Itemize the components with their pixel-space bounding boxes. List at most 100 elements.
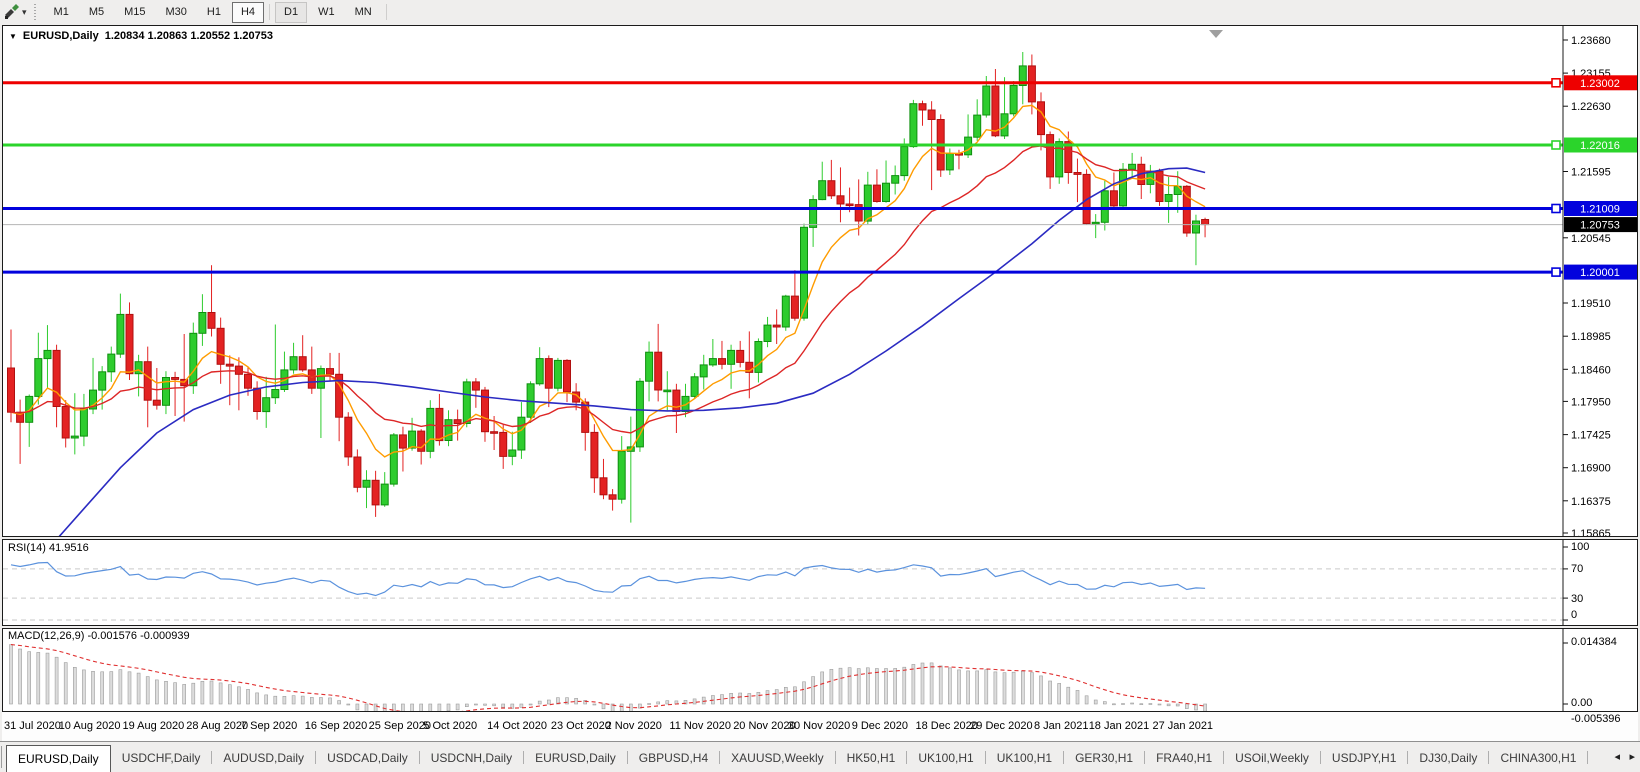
chart-tab-xauusd-weekly[interactable]: XAUUSD,Weekly <box>731 750 824 765</box>
tab-separator <box>834 751 836 764</box>
timeframe-button-m5[interactable]: M5 <box>88 6 105 18</box>
chart-tab-usdchf-daily[interactable]: USDCHF,Daily <box>121 750 201 765</box>
svg-text:25 Sep 2020: 25 Sep 2020 <box>369 720 431 732</box>
tab-separator <box>523 751 525 764</box>
candlestick-chart[interactable]: 1.236801.231551.226301.215951.205451.195… <box>3 26 1637 536</box>
chart-tab-usdjpy-h1[interactable]: USDJPY,H1 <box>1331 750 1397 765</box>
rsi-panel[interactable] <box>2 539 1638 626</box>
main-chart-panel[interactable]: 1.23680 1.23155 1.22630 1.21595 1.20545 1.195… <box>2 25 1638 537</box>
svg-text:1.16375: 1.16375 <box>1571 496 1611 508</box>
svg-text:18 Jan 2021: 18 Jan 2021 <box>1089 720 1150 732</box>
macd-signal-line <box>10 644 1206 711</box>
svg-text:7 Sep 2020: 7 Sep 2020 <box>241 720 297 732</box>
rsi-axis-label: 0 <box>1571 609 1578 621</box>
tab-bar: EURUSD,Daily USDCHF,Daily AUDUSD,Daily USDC… <box>0 741 1640 772</box>
svg-text:1.19510: 1.19510 <box>1571 298 1611 310</box>
timeframe-button-d1[interactable]: D1 <box>275 1 308 23</box>
tab-separator <box>1488 751 1490 764</box>
macd-axis-zero: 0.00 <box>1571 697 1593 709</box>
svg-text:11 Nov 2020: 11 Nov 2020 <box>669 720 731 732</box>
timeframe-group-1: M1 M5 M15 M30 H1 H4 <box>44 1 266 23</box>
rsi-axis-label: 100 <box>1571 541 1590 553</box>
svg-text:1.23680: 1.23680 <box>1571 35 1611 47</box>
svg-text:2 Nov 2020: 2 Nov 2020 <box>606 720 662 732</box>
svg-text:27 Jan 2021: 27 Jan 2021 <box>1153 720 1214 732</box>
macd-axis-max: 0.014384 <box>1571 636 1617 648</box>
chart-tool-icon[interactable] <box>4 4 21 20</box>
chevron-down-icon[interactable]: ▾ <box>22 6 27 17</box>
svg-text:9 Dec 2020: 9 Dec 2020 <box>852 720 908 732</box>
svg-text:30 Nov 2020: 30 Nov 2020 <box>788 720 850 732</box>
tab-scroll-right-icon[interactable]: ▸ <box>1629 751 1635 763</box>
tab-separator <box>1144 751 1146 764</box>
svg-text:1.20545: 1.20545 <box>1571 233 1611 245</box>
shift-marker-icon <box>1209 30 1223 38</box>
timeframe-button-m15[interactable]: M15 <box>124 6 146 18</box>
chart-menu-icon[interactable]: ▼ <box>9 31 17 41</box>
svg-text:1.20753: 1.20753 <box>1580 220 1620 232</box>
timeframe-button-m1[interactable]: M1 <box>53 6 69 18</box>
macd-chart[interactable] <box>3 629 1637 711</box>
svg-text:1.18985: 1.18985 <box>1571 331 1611 343</box>
tab-strip: EURUSD,Daily USDCHF,Daily AUDUSD,Daily USDC… <box>6 742 1596 772</box>
svg-text:16 Sep 2020: 16 Sep 2020 <box>305 720 367 732</box>
tab-scroll-left-icon[interactable]: ◂ <box>1614 751 1620 763</box>
tab-separator <box>719 751 721 764</box>
chart-title: ▼ EURUSD,Daily 1.20834 1.20863 1.20552 1… <box>9 30 273 42</box>
tab-separator <box>626 751 628 764</box>
tab-separator <box>1063 751 1065 764</box>
svg-text:1.20001: 1.20001 <box>1580 267 1620 279</box>
svg-text:20 Nov 2020: 20 Nov 2020 <box>733 720 795 732</box>
tab-separator <box>906 751 908 764</box>
svg-text:1.17950: 1.17950 <box>1571 396 1611 408</box>
timeframe-button-h1[interactable]: H1 <box>206 6 221 18</box>
timeframe-button-h4[interactable]: H4 <box>231 1 265 23</box>
chart-tab-uk100-h1[interactable]: UK100,H1 <box>918 750 974 765</box>
chart-tab-usdcnh-daily[interactable]: USDCNH,Daily <box>430 750 513 765</box>
svg-text:29 Dec 2020: 29 Dec 2020 <box>970 720 1032 732</box>
chart-tab-china300-h1[interactable]: CHINA300,H1 <box>1500 750 1577 765</box>
macd-panel[interactable] <box>2 628 1638 712</box>
timeframe-button-m30[interactable]: M30 <box>165 6 187 18</box>
chart-tab-hk50-h1[interactable]: HK50,H1 <box>846 750 896 765</box>
tab-separator <box>315 751 317 764</box>
ma-fast-line <box>10 104 1206 458</box>
svg-text:28 Aug 2020: 28 Aug 2020 <box>186 720 248 732</box>
chart-tab-fra40-h1[interactable]: FRA40,H1 <box>1156 750 1213 765</box>
chart-tab-eurusd-daily[interactable]: EURUSD,Daily <box>6 745 111 772</box>
chart-tab-gbpusd-h4[interactable]: GBPUSD,H4 <box>638 750 709 765</box>
timeframe-button-w1[interactable]: W1 <box>318 6 335 18</box>
toolbar-grip[interactable] <box>32 4 38 20</box>
macd-axis-min: -0.005396 <box>1571 713 1621 725</box>
rsi-axis-label: 70 <box>1571 563 1584 575</box>
tab-separator <box>211 751 213 764</box>
chart-tab-usdcad-daily[interactable]: USDCAD,Daily <box>327 750 408 765</box>
macd-indicator-label: MACD(12,26,9) -0.001576 -0.000939 <box>8 630 190 642</box>
rsi-chart[interactable] <box>3 540 1637 625</box>
chart-tab-eurusd-daily[interactable]: EURUSD,Daily <box>535 750 616 765</box>
chart-tab-dj30-daily[interactable]: DJ30,Daily <box>1419 750 1478 765</box>
svg-text:23 Oct 2020: 23 Oct 2020 <box>551 720 611 732</box>
svg-text:1.17425: 1.17425 <box>1571 430 1611 442</box>
svg-text:19 Aug 2020: 19 Aug 2020 <box>123 720 185 732</box>
svg-text:1.23002: 1.23002 <box>1580 78 1620 90</box>
chart-tab-us[interactable]: US <box>1588 746 1596 769</box>
chart-tab-ger30-h1[interactable]: GER30,H1 <box>1075 750 1134 765</box>
ma-slow-line <box>58 167 1206 536</box>
svg-text:1.16900: 1.16900 <box>1571 463 1611 475</box>
svg-text:14 Oct 2020: 14 Oct 2020 <box>487 720 547 732</box>
toolbar: ▾ M1 M5 M15 M30 H1 H4 D1 W1 MN <box>0 0 1640 24</box>
svg-text:1.18460: 1.18460 <box>1571 364 1611 376</box>
timeframe-button-mn[interactable]: MN <box>354 6 372 18</box>
chart-symbol-period: EURUSD,Daily <box>22 30 99 42</box>
chart-tab-usoil-weekly[interactable]: USOil,Weekly <box>1235 750 1309 765</box>
svg-text:10 Aug 2020: 10 Aug 2020 <box>59 720 121 732</box>
svg-text:8 Jan 2021: 8 Jan 2021 <box>1034 720 1088 732</box>
svg-text:1.22630: 1.22630 <box>1571 101 1611 113</box>
rsi-indicator-label: RSI(14) 41.9516 <box>8 542 89 554</box>
chart-tab-audusd-daily[interactable]: AUDUSD,Daily <box>223 750 305 765</box>
chart-tab-uk100-h1[interactable]: UK100,H1 <box>996 750 1053 765</box>
date-axis[interactable]: 31 Jul 2020 10 Aug 2020 19 Aug 2020 28 Aug … <box>2 712 1638 741</box>
tab-separator <box>1223 751 1225 764</box>
